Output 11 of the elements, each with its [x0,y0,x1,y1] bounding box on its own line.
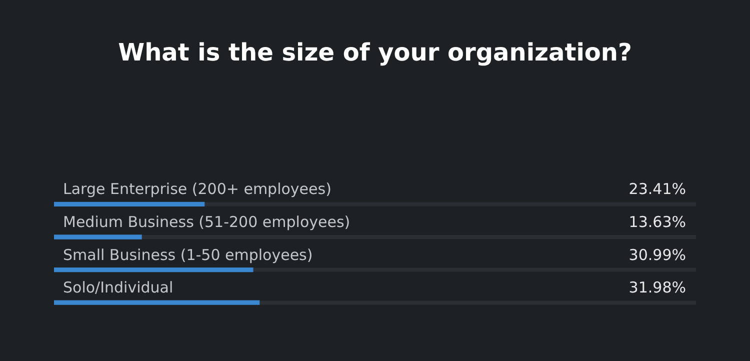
bar [54,202,205,207]
y-tick-label: Medium Business (51-200 employees) [63,213,350,231]
data-label: 13.63% [628,213,686,231]
y-tick-label: Solo/Individual [63,278,174,297]
data-label: 31.98% [628,278,686,297]
y-tick-label: Large Enterprise (200+ employees) [63,180,332,198]
y-tick-label: Small Business (1-50 employees) [63,246,313,264]
chart-title: What is the size of your organization? [118,38,632,67]
data-label: 23.41% [628,180,686,198]
bar [54,234,142,240]
data-label: 30.99% [628,246,686,264]
